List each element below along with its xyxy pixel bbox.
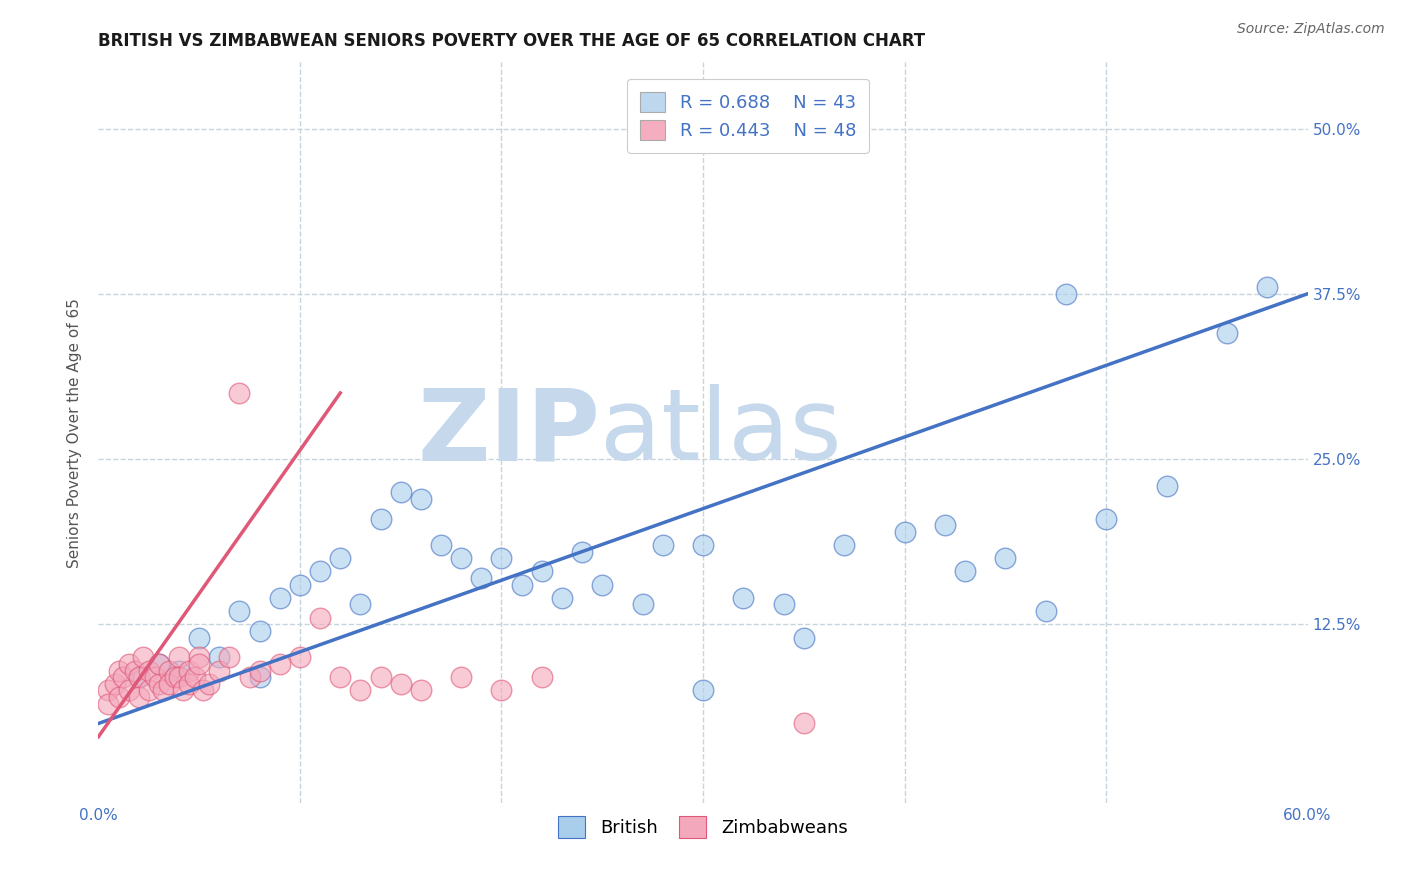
Point xyxy=(571,544,593,558)
Point xyxy=(249,624,271,638)
Point xyxy=(124,664,146,678)
Point xyxy=(349,683,371,698)
Point xyxy=(288,577,311,591)
Point xyxy=(832,538,855,552)
Point xyxy=(132,650,155,665)
Point xyxy=(1054,286,1077,301)
Point xyxy=(450,551,472,566)
Point xyxy=(188,631,211,645)
Point xyxy=(188,657,211,671)
Point xyxy=(530,670,553,684)
Point xyxy=(551,591,574,605)
Text: BRITISH VS ZIMBABWEAN SENIORS POVERTY OVER THE AGE OF 65 CORRELATION CHART: BRITISH VS ZIMBABWEAN SENIORS POVERTY OV… xyxy=(98,32,925,50)
Point xyxy=(128,670,150,684)
Point xyxy=(1156,478,1178,492)
Point xyxy=(184,670,207,684)
Point xyxy=(157,677,180,691)
Point xyxy=(409,683,432,698)
Point xyxy=(97,683,120,698)
Point xyxy=(239,670,262,684)
Point xyxy=(309,611,332,625)
Point xyxy=(692,683,714,698)
Point xyxy=(510,577,533,591)
Point xyxy=(389,485,412,500)
Legend: British, Zimbabweans: British, Zimbabweans xyxy=(551,809,855,846)
Point xyxy=(118,657,141,671)
Point xyxy=(179,664,201,678)
Point xyxy=(953,565,976,579)
Point xyxy=(143,670,166,684)
Point xyxy=(329,551,352,566)
Point xyxy=(198,677,221,691)
Point xyxy=(157,664,180,678)
Point xyxy=(450,670,472,684)
Point xyxy=(111,670,134,684)
Point xyxy=(349,598,371,612)
Point xyxy=(103,677,125,691)
Point xyxy=(128,690,150,704)
Point xyxy=(692,538,714,552)
Point xyxy=(228,386,250,401)
Point xyxy=(188,650,211,665)
Point xyxy=(491,551,513,566)
Point xyxy=(269,657,291,671)
Point xyxy=(163,670,186,684)
Point xyxy=(530,565,553,579)
Point xyxy=(994,551,1017,566)
Point xyxy=(193,683,215,698)
Point xyxy=(128,670,150,684)
Point xyxy=(152,683,174,698)
Point xyxy=(1256,280,1278,294)
Point xyxy=(591,577,613,591)
Point xyxy=(430,538,453,552)
Point xyxy=(208,650,231,665)
Point xyxy=(148,657,170,671)
Point xyxy=(148,677,170,691)
Point xyxy=(138,664,160,678)
Point xyxy=(772,598,794,612)
Point xyxy=(97,697,120,711)
Point xyxy=(389,677,412,691)
Text: Source: ZipAtlas.com: Source: ZipAtlas.com xyxy=(1237,22,1385,37)
Point xyxy=(167,650,190,665)
Point xyxy=(470,571,492,585)
Point xyxy=(138,683,160,698)
Point xyxy=(249,664,271,678)
Point xyxy=(1035,604,1057,618)
Point xyxy=(651,538,673,552)
Point xyxy=(228,604,250,618)
Point xyxy=(329,670,352,684)
Point xyxy=(172,683,194,698)
Text: atlas: atlas xyxy=(600,384,842,481)
Text: ZIP: ZIP xyxy=(418,384,600,481)
Point xyxy=(118,683,141,698)
Point xyxy=(370,511,392,525)
Point xyxy=(269,591,291,605)
Y-axis label: Seniors Poverty Over the Age of 65: Seniors Poverty Over the Age of 65 xyxy=(67,298,83,567)
Point xyxy=(1216,326,1239,341)
Point xyxy=(893,524,915,539)
Point xyxy=(179,677,201,691)
Point xyxy=(167,664,190,678)
Point xyxy=(409,491,432,506)
Point xyxy=(249,670,271,684)
Point xyxy=(218,650,240,665)
Point xyxy=(288,650,311,665)
Point xyxy=(491,683,513,698)
Point xyxy=(309,565,332,579)
Point xyxy=(107,690,129,704)
Point xyxy=(934,518,956,533)
Point xyxy=(148,657,170,671)
Point xyxy=(793,716,815,731)
Point xyxy=(631,598,654,612)
Point xyxy=(167,670,190,684)
Point xyxy=(733,591,755,605)
Point xyxy=(107,664,129,678)
Point xyxy=(793,631,815,645)
Point xyxy=(208,664,231,678)
Point xyxy=(370,670,392,684)
Point xyxy=(1095,511,1118,525)
